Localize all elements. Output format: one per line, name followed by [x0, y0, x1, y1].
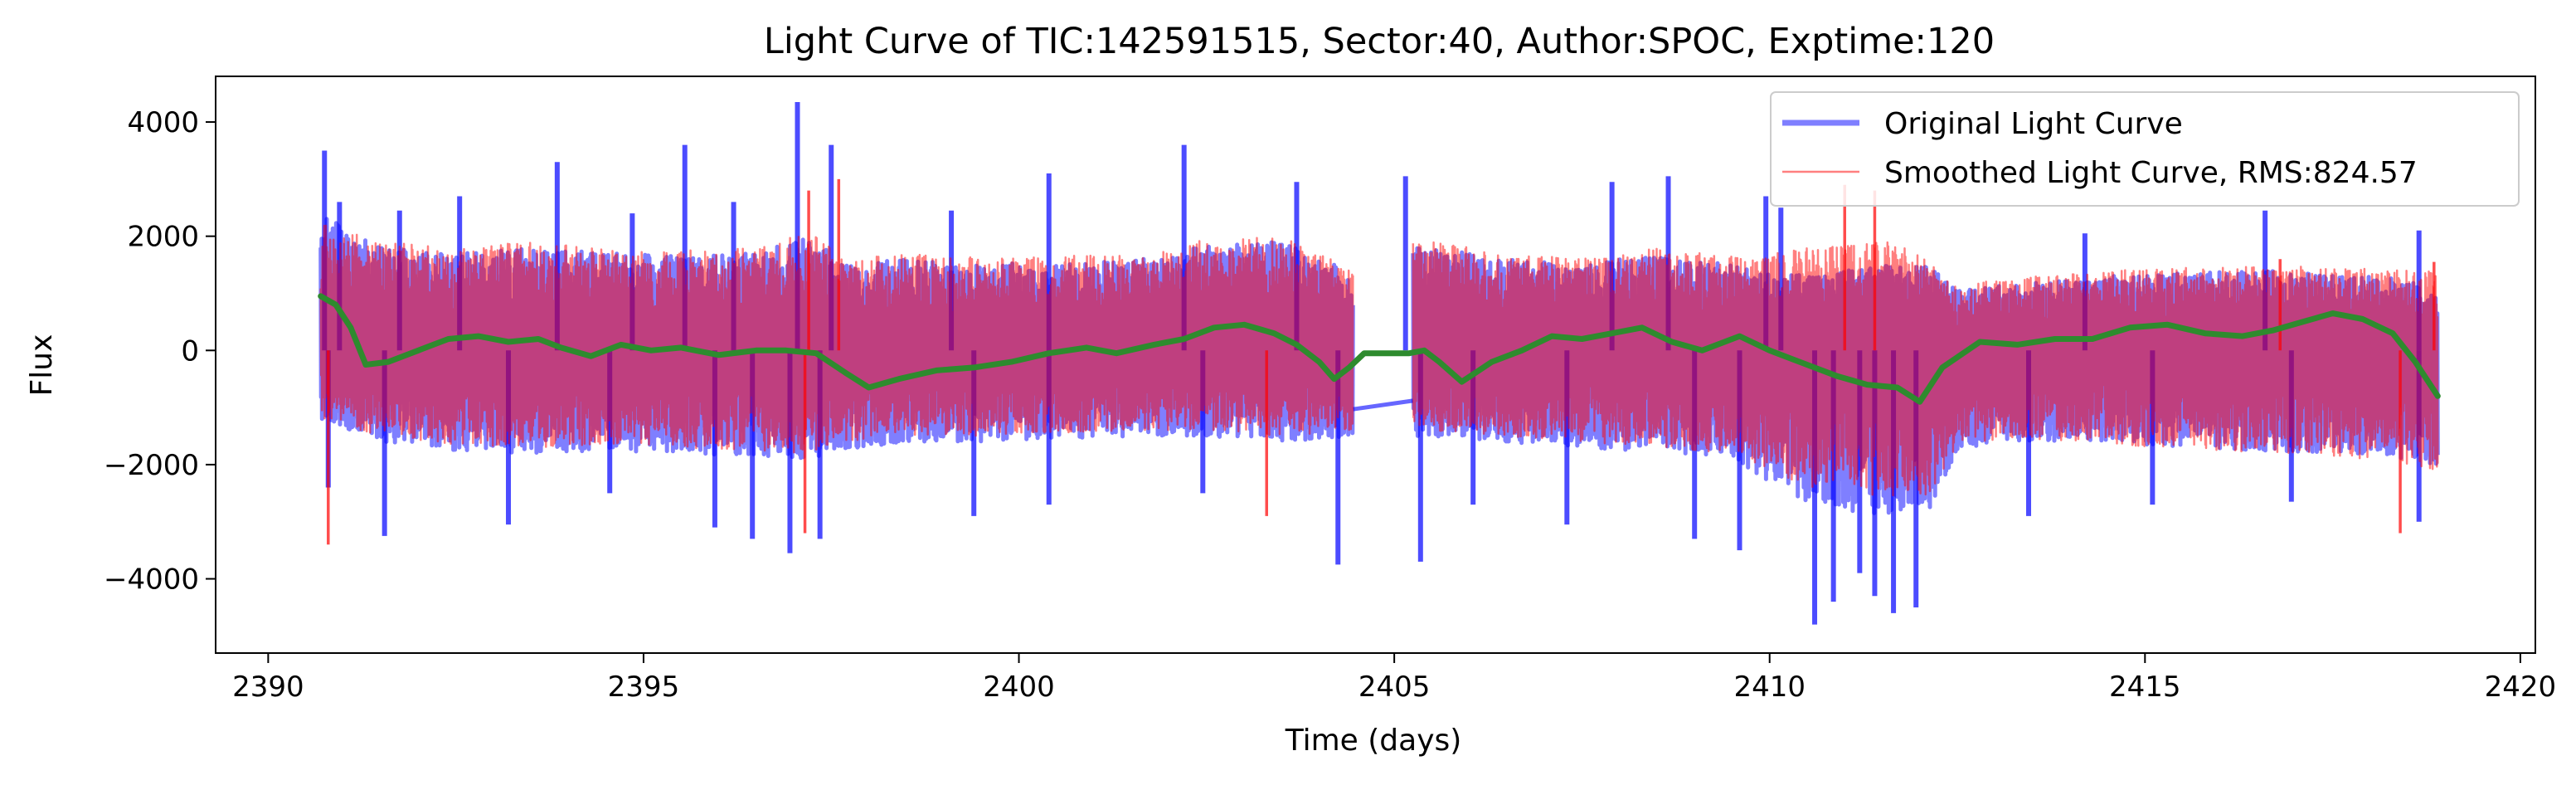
x-tick-label: 2395 [608, 670, 680, 704]
x-tick-label: 2405 [1358, 670, 1431, 704]
series-smoothed [319, 178, 2439, 545]
y-tick-label: −4000 [104, 563, 199, 597]
y-axis-label: Flux [25, 334, 59, 397]
x-tick-label: 2415 [2109, 670, 2181, 704]
chart-title: Light Curve of TIC:142591515, Sector:40,… [764, 21, 1995, 62]
legend: Original Light Curve Smoothed Light Curv… [1770, 91, 2520, 207]
x-tick-label: 2410 [1733, 670, 1806, 704]
series-original-gap-line [1352, 398, 1414, 412]
legend-box [1770, 91, 2520, 207]
y-tick-label: 0 [181, 334, 199, 368]
series-smoothed-line [319, 224, 2439, 497]
plot-area [318, 101, 2441, 625]
x-axis-label: Time (days) [1285, 724, 1462, 758]
x-axis: 2390 2395 2400 2405 2410 2415 2420 [232, 653, 2556, 704]
legend-label-original: Original Light Curve [1884, 107, 2183, 141]
y-tick-label: 2000 [127, 221, 199, 254]
series-trend-line [318, 293, 2441, 405]
plot-frame [215, 76, 2536, 654]
y-tick-label: −2000 [104, 449, 199, 482]
y-axis: −4000 −2000 0 2000 4000 [104, 106, 216, 597]
x-tick-label: 2400 [983, 670, 1055, 704]
y-tick-label: 4000 [127, 106, 199, 139]
legend-label-smoothed: Smoothed Light Curve, RMS:824.57 [1884, 156, 2418, 190]
x-tick-label: 2390 [232, 670, 304, 704]
x-tick-label: 2420 [2485, 670, 2557, 704]
